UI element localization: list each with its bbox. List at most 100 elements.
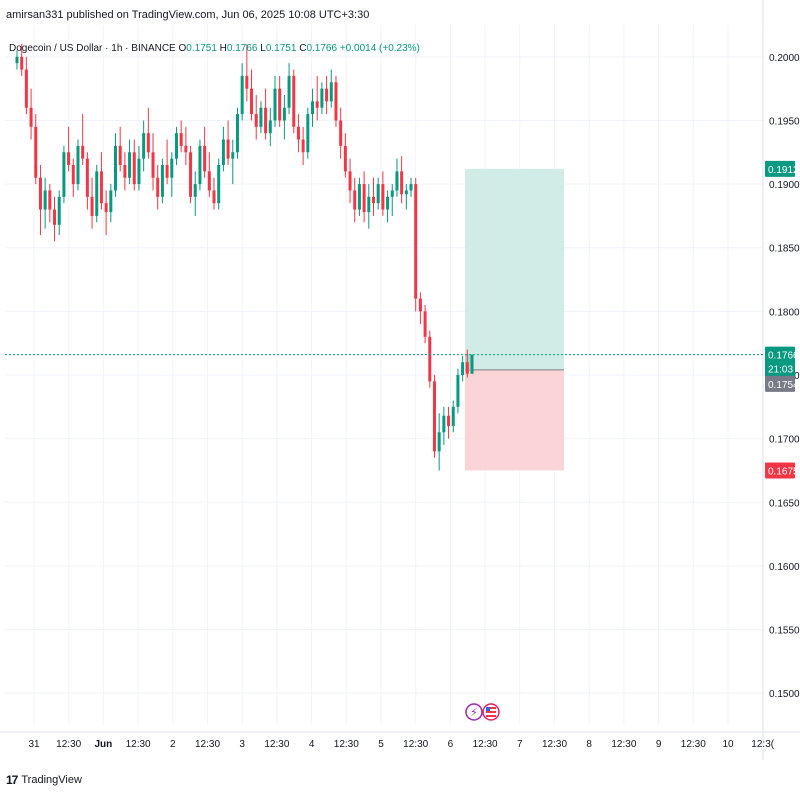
candle-body (95, 171, 99, 216)
legend-high: 0.1766 (226, 43, 258, 54)
candle-body (367, 196, 371, 213)
last-price-badge: 0.1766 (768, 351, 799, 362)
candle-body (207, 171, 211, 191)
candle-body (343, 145, 347, 172)
legend-low: 0.1751 (265, 43, 297, 54)
candle-body (174, 133, 178, 159)
candle-body (99, 171, 103, 204)
candle-body (320, 88, 324, 108)
candle-body (132, 152, 136, 185)
candle-body (193, 184, 197, 197)
candle-body (250, 88, 254, 115)
time-tick-label: 8 (586, 739, 592, 750)
candle-body (38, 177, 42, 210)
price-tick-label: 0.1650 (769, 498, 800, 509)
candle-body (339, 120, 343, 146)
candle-body (203, 145, 207, 172)
open-pnl-zone (465, 354, 473, 370)
candle-body (259, 107, 263, 127)
symbol-legend: Dogecoin / US Dollar · 1h · BINANCE O0.1… (9, 43, 420, 54)
time-tick-label: 4 (309, 739, 315, 750)
candle-body (334, 82, 338, 121)
time-axis: 31 12:30 Jun 12:30 2 12:30 3 12:30 4 12:30 5 12:30 6… (28, 739, 774, 750)
candle-body (179, 133, 183, 146)
candles (15, 44, 474, 471)
candle-body (465, 362, 469, 374)
candle-body (306, 114, 310, 153)
chart-grid (0, 0, 800, 760)
lightning-event-icon (465, 703, 483, 721)
us-flag-stripe-icon (486, 709, 496, 711)
entry-badge: 0.1754 (768, 380, 799, 391)
candle-body (123, 165, 127, 178)
legend-change: +0.0014 (+0.23%) (339, 43, 420, 54)
candle-body (447, 415, 451, 426)
target-zone (465, 168, 564, 370)
candle-body (29, 107, 33, 127)
target-badge: 0.1912 (768, 165, 799, 176)
candle-body (418, 298, 422, 312)
candle-body (34, 126, 38, 178)
candle-body (381, 184, 385, 210)
legend-c-key: C (299, 43, 307, 54)
candle-body (217, 165, 221, 204)
time-tick-label: 31 (28, 739, 40, 750)
candle-body (128, 152, 132, 178)
legend-close: 0.1766 (306, 43, 338, 54)
tradingview-brand: TradingView (21, 774, 82, 786)
legend-h-key: H (219, 43, 227, 54)
candle-body (428, 336, 432, 382)
candle-body (395, 171, 399, 191)
candle-body (409, 184, 413, 191)
candle-body (264, 107, 268, 134)
time-tick-label: Jun (95, 739, 113, 750)
candle-body (62, 152, 66, 197)
candle-body (156, 177, 160, 197)
candle-body (43, 190, 47, 210)
time-tick-label: 12:30 (334, 739, 359, 750)
time-tick-label: 12:30 (681, 739, 706, 750)
time-tick-label: 9 (656, 739, 662, 750)
candle-body (57, 196, 61, 225)
target-badge-bg (765, 160, 795, 177)
price-tick-label: 0.1700 (769, 435, 800, 446)
candle-body (198, 145, 202, 185)
price-tick-label: 0.1900 (769, 180, 800, 191)
candle-body (226, 139, 230, 159)
candle-body (357, 184, 361, 210)
candle-body (404, 190, 408, 195)
candle-body (315, 101, 319, 108)
candle-body (71, 165, 75, 185)
candle-body (81, 145, 85, 159)
candle-body (114, 145, 118, 191)
candle-body (160, 165, 164, 197)
stop-zone (465, 369, 564, 471)
time-tick-label: 12:3( (751, 739, 774, 750)
candle-body (90, 196, 94, 216)
legend-o-key: O (178, 43, 187, 54)
price-tick-label: 0.1600 (769, 562, 800, 573)
candle-body (221, 139, 225, 165)
candle-body (170, 158, 174, 178)
time-tick-label: 12:30 (542, 739, 567, 750)
price-tick-label: 0.1500 (769, 689, 800, 700)
event-markers: ⚡ (465, 703, 500, 721)
us-flag-canton-icon (486, 707, 490, 711)
candle-body (362, 184, 366, 213)
time-tick-label: 12:30 (126, 739, 151, 750)
candle-body (76, 145, 80, 185)
time-tick-label: 12:30 (473, 739, 498, 750)
tradingview-footer: 17 TradingView (6, 773, 82, 787)
candle-body (329, 82, 333, 102)
time-tick-label: 6 (448, 739, 454, 750)
candle-body (301, 139, 305, 153)
candle-body (268, 120, 272, 134)
candle-body (456, 375, 460, 407)
countdown-badge: 21:03 (768, 365, 793, 376)
time-tick-label: 5 (378, 739, 384, 750)
candle-body (245, 75, 249, 89)
candle-body (146, 133, 150, 153)
candle-body (461, 362, 465, 375)
time-tick-label: 12:30 (403, 739, 428, 750)
